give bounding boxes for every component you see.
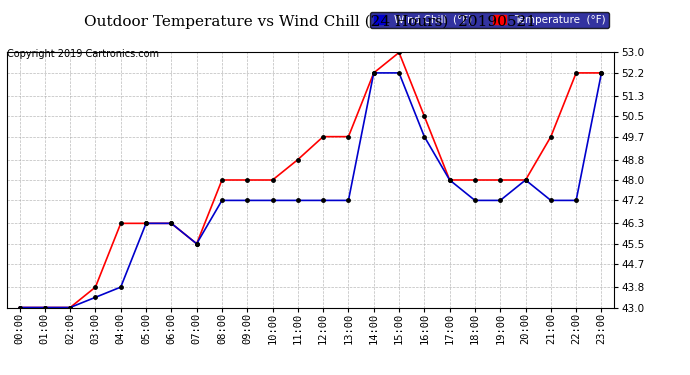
Text: Outdoor Temperature vs Wind Chill (24 Hours)  20190521: Outdoor Temperature vs Wind Chill (24 Ho… [84, 15, 537, 29]
Legend: Wind Chill  (°F), Temperature  (°F): Wind Chill (°F), Temperature (°F) [371, 12, 609, 28]
Text: Copyright 2019 Cartronics.com: Copyright 2019 Cartronics.com [7, 49, 159, 59]
